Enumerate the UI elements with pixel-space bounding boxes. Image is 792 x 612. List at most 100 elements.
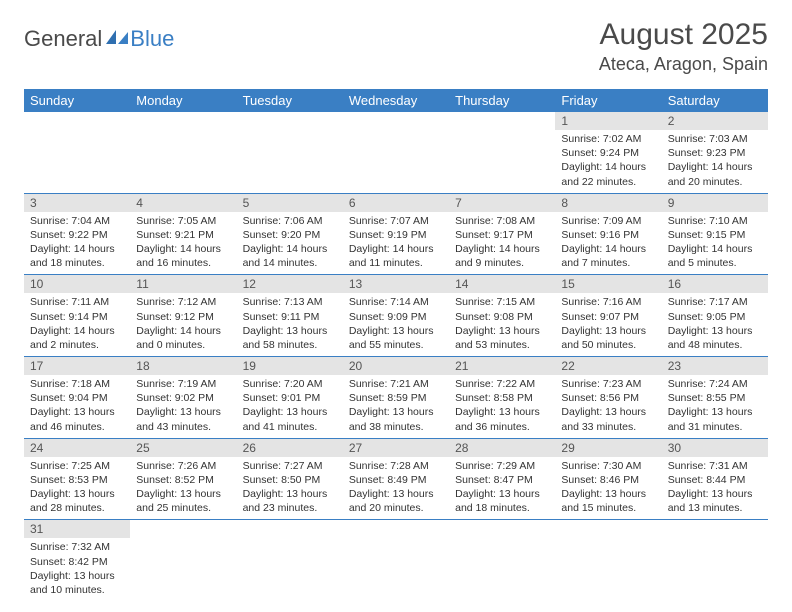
- logo: General Blue: [24, 18, 174, 53]
- calendar-cell: 4Sunrise: 7:05 AMSunset: 9:21 PMDaylight…: [130, 193, 236, 275]
- calendar-cell: 8Sunrise: 7:09 AMSunset: 9:16 PMDaylight…: [555, 193, 661, 275]
- day-number: 7: [449, 194, 555, 212]
- day-number: 18: [130, 357, 236, 375]
- day-details: Sunrise: 7:28 AMSunset: 8:49 PMDaylight:…: [343, 457, 449, 520]
- day-number: 13: [343, 275, 449, 293]
- calendar-cell: 24Sunrise: 7:25 AMSunset: 8:53 PMDayligh…: [24, 438, 130, 520]
- day-number: 8: [555, 194, 661, 212]
- calendar-cell: 17Sunrise: 7:18 AMSunset: 9:04 PMDayligh…: [24, 357, 130, 439]
- calendar-cell: 1Sunrise: 7:02 AMSunset: 9:24 PMDaylight…: [555, 112, 661, 193]
- day-details: Sunrise: 7:09 AMSunset: 9:16 PMDaylight:…: [555, 212, 661, 275]
- day-details: Sunrise: 7:14 AMSunset: 9:09 PMDaylight:…: [343, 293, 449, 356]
- calendar-cell: 28Sunrise: 7:29 AMSunset: 8:47 PMDayligh…: [449, 438, 555, 520]
- calendar-cell: 16Sunrise: 7:17 AMSunset: 9:05 PMDayligh…: [662, 275, 768, 357]
- calendar-cell: 23Sunrise: 7:24 AMSunset: 8:55 PMDayligh…: [662, 357, 768, 439]
- day-details: Sunrise: 7:02 AMSunset: 9:24 PMDaylight:…: [555, 130, 661, 193]
- day-number: 3: [24, 194, 130, 212]
- day-number: 28: [449, 439, 555, 457]
- day-number: 6: [343, 194, 449, 212]
- calendar-cell: 14Sunrise: 7:15 AMSunset: 9:08 PMDayligh…: [449, 275, 555, 357]
- day-number: 5: [237, 194, 343, 212]
- calendar-cell: [662, 520, 768, 601]
- logo-text-general: General: [24, 26, 102, 52]
- day-number: 10: [24, 275, 130, 293]
- calendar-cell: 21Sunrise: 7:22 AMSunset: 8:58 PMDayligh…: [449, 357, 555, 439]
- calendar-table: SundayMondayTuesdayWednesdayThursdayFrid…: [24, 89, 768, 601]
- calendar-row: 1Sunrise: 7:02 AMSunset: 9:24 PMDaylight…: [24, 112, 768, 193]
- day-header: Friday: [555, 89, 661, 112]
- day-details: Sunrise: 7:06 AMSunset: 9:20 PMDaylight:…: [237, 212, 343, 275]
- calendar-cell: 15Sunrise: 7:16 AMSunset: 9:07 PMDayligh…: [555, 275, 661, 357]
- calendar-cell: 26Sunrise: 7:27 AMSunset: 8:50 PMDayligh…: [237, 438, 343, 520]
- day-details: Sunrise: 7:15 AMSunset: 9:08 PMDaylight:…: [449, 293, 555, 356]
- header: General Blue August 2025 Ateca, Aragon, …: [24, 18, 768, 75]
- day-number: 22: [555, 357, 661, 375]
- calendar-body: 1Sunrise: 7:02 AMSunset: 9:24 PMDaylight…: [24, 112, 768, 601]
- calendar-cell: 25Sunrise: 7:26 AMSunset: 8:52 PMDayligh…: [130, 438, 236, 520]
- day-number: 12: [237, 275, 343, 293]
- day-number: 14: [449, 275, 555, 293]
- day-details: Sunrise: 7:27 AMSunset: 8:50 PMDaylight:…: [237, 457, 343, 520]
- calendar-cell: 6Sunrise: 7:07 AMSunset: 9:19 PMDaylight…: [343, 193, 449, 275]
- calendar-cell: [343, 112, 449, 193]
- day-number: 23: [662, 357, 768, 375]
- calendar-cell: 10Sunrise: 7:11 AMSunset: 9:14 PMDayligh…: [24, 275, 130, 357]
- title-block: August 2025 Ateca, Aragon, Spain: [599, 18, 768, 75]
- day-details: Sunrise: 7:10 AMSunset: 9:15 PMDaylight:…: [662, 212, 768, 275]
- calendar-cell: 18Sunrise: 7:19 AMSunset: 9:02 PMDayligh…: [130, 357, 236, 439]
- day-number: 1: [555, 112, 661, 130]
- calendar-cell: [130, 520, 236, 601]
- calendar-cell: [555, 520, 661, 601]
- day-details: Sunrise: 7:17 AMSunset: 9:05 PMDaylight:…: [662, 293, 768, 356]
- calendar-head: SundayMondayTuesdayWednesdayThursdayFrid…: [24, 89, 768, 112]
- calendar-cell: 7Sunrise: 7:08 AMSunset: 9:17 PMDaylight…: [449, 193, 555, 275]
- day-details: Sunrise: 7:12 AMSunset: 9:12 PMDaylight:…: [130, 293, 236, 356]
- day-number: 21: [449, 357, 555, 375]
- day-header: Monday: [130, 89, 236, 112]
- day-number: 2: [662, 112, 768, 130]
- day-header: Wednesday: [343, 89, 449, 112]
- day-details: Sunrise: 7:08 AMSunset: 9:17 PMDaylight:…: [449, 212, 555, 275]
- day-details: Sunrise: 7:03 AMSunset: 9:23 PMDaylight:…: [662, 130, 768, 193]
- logo-text-blue: Blue: [130, 26, 174, 52]
- day-details: Sunrise: 7:04 AMSunset: 9:22 PMDaylight:…: [24, 212, 130, 275]
- day-number: 16: [662, 275, 768, 293]
- calendar-cell: [343, 520, 449, 601]
- month-title: August 2025: [599, 18, 768, 52]
- day-number: 11: [130, 275, 236, 293]
- day-details: Sunrise: 7:13 AMSunset: 9:11 PMDaylight:…: [237, 293, 343, 356]
- day-details: Sunrise: 7:26 AMSunset: 8:52 PMDaylight:…: [130, 457, 236, 520]
- day-header: Sunday: [24, 89, 130, 112]
- calendar-cell: [237, 520, 343, 601]
- calendar-cell: 12Sunrise: 7:13 AMSunset: 9:11 PMDayligh…: [237, 275, 343, 357]
- calendar-cell: 19Sunrise: 7:20 AMSunset: 9:01 PMDayligh…: [237, 357, 343, 439]
- calendar-cell: 20Sunrise: 7:21 AMSunset: 8:59 PMDayligh…: [343, 357, 449, 439]
- calendar-cell: 5Sunrise: 7:06 AMSunset: 9:20 PMDaylight…: [237, 193, 343, 275]
- day-number: 15: [555, 275, 661, 293]
- day-number: 29: [555, 439, 661, 457]
- day-details: Sunrise: 7:22 AMSunset: 8:58 PMDaylight:…: [449, 375, 555, 438]
- day-details: Sunrise: 7:05 AMSunset: 9:21 PMDaylight:…: [130, 212, 236, 275]
- day-header: Thursday: [449, 89, 555, 112]
- calendar-row: 24Sunrise: 7:25 AMSunset: 8:53 PMDayligh…: [24, 438, 768, 520]
- day-details: Sunrise: 7:18 AMSunset: 9:04 PMDaylight:…: [24, 375, 130, 438]
- calendar-cell: 29Sunrise: 7:30 AMSunset: 8:46 PMDayligh…: [555, 438, 661, 520]
- day-details: Sunrise: 7:32 AMSunset: 8:42 PMDaylight:…: [24, 538, 130, 601]
- calendar-cell: 30Sunrise: 7:31 AMSunset: 8:44 PMDayligh…: [662, 438, 768, 520]
- calendar-cell: 27Sunrise: 7:28 AMSunset: 8:49 PMDayligh…: [343, 438, 449, 520]
- day-details: Sunrise: 7:20 AMSunset: 9:01 PMDaylight:…: [237, 375, 343, 438]
- calendar-row: 10Sunrise: 7:11 AMSunset: 9:14 PMDayligh…: [24, 275, 768, 357]
- day-details: Sunrise: 7:29 AMSunset: 8:47 PMDaylight:…: [449, 457, 555, 520]
- day-number: 25: [130, 439, 236, 457]
- calendar-cell: 2Sunrise: 7:03 AMSunset: 9:23 PMDaylight…: [662, 112, 768, 193]
- day-details: Sunrise: 7:21 AMSunset: 8:59 PMDaylight:…: [343, 375, 449, 438]
- day-number: 24: [24, 439, 130, 457]
- calendar-row: 3Sunrise: 7:04 AMSunset: 9:22 PMDaylight…: [24, 193, 768, 275]
- day-number: 27: [343, 439, 449, 457]
- day-details: Sunrise: 7:07 AMSunset: 9:19 PMDaylight:…: [343, 212, 449, 275]
- calendar-cell: 9Sunrise: 7:10 AMSunset: 9:15 PMDaylight…: [662, 193, 768, 275]
- day-number: 19: [237, 357, 343, 375]
- calendar-cell: [449, 520, 555, 601]
- calendar-row: 17Sunrise: 7:18 AMSunset: 9:04 PMDayligh…: [24, 357, 768, 439]
- calendar-cell: [130, 112, 236, 193]
